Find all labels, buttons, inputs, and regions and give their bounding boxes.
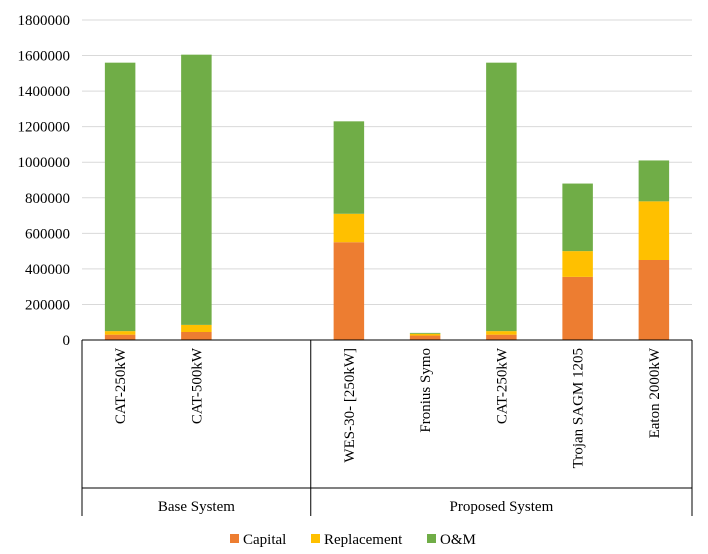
bar-segment-replacement [638,201,670,260]
y-tick-label: 1000000 [18,155,71,171]
category-label: Trojan SAGM 1205 [571,348,587,468]
bar-segment-capital [409,335,441,340]
bar-segment-o-m [562,183,593,252]
bar-segment-o-m [104,62,136,332]
bar-segment-o-m [409,332,441,334]
category-label: WES-30- [250kW] [342,348,358,463]
y-tick-label: 1800000 [18,13,71,29]
y-tick-label: 600000 [25,226,70,242]
bar-segment-capital [181,332,212,340]
bar-segment-replacement [181,324,212,332]
legend-label: O&M [440,532,476,548]
y-tick-label: 1400000 [18,84,71,100]
bar-segment-replacement [562,251,593,277]
group-labels: Base System Proposed System [158,499,554,515]
bar-segment-o-m [638,160,670,202]
bar-segment-replacement [409,333,441,336]
bar-segment-capital [486,334,517,340]
y-tick-label: 200000 [25,297,70,313]
legend-swatch [311,534,320,543]
y-tick-label: 400000 [25,262,70,278]
bar-segment-o-m [333,121,365,214]
y-tick-label: 1200000 [18,120,71,136]
y-tick-label: 1600000 [18,49,71,65]
category-label: Fronius Symo [418,348,434,433]
y-tick-label: 0 [63,333,71,349]
bar-segment-replacement [333,213,365,243]
category-label: Eaton 2000kW [647,347,663,438]
category-labels: CAT-250kW CAT-500kW WES-30- [250kW] Fronius… [113,347,663,468]
category-label: CAT-250kW [113,347,129,424]
y-axis-ticks: 0 200000 400000 600000 800000 1000000 1200000 1… [18,13,71,349]
category-label: CAT-250kW [494,347,510,424]
bar-segment-capital [638,260,670,340]
legend: Capital Replacement O&M [230,532,476,548]
bar-segment-o-m [486,62,517,332]
x-axis [81,339,693,516]
bar-segment-capital [562,276,593,340]
bar-segment-replacement [104,331,136,335]
legend-swatch [230,534,239,543]
bars [104,54,670,340]
bar-segment-o-m [181,54,212,325]
bar-segment-capital [333,242,365,340]
legend-label: Replacement [324,532,403,548]
bar-segment-replacement [486,331,517,335]
legend-swatch [427,534,436,543]
bar-segment-capital [104,334,136,340]
category-label: CAT-500kW [189,347,205,424]
legend-label: Capital [243,532,286,548]
gridlines [82,19,692,305]
group-label: Proposed System [449,499,553,515]
y-tick-label: 800000 [25,191,70,207]
group-label: Base System [158,499,235,515]
